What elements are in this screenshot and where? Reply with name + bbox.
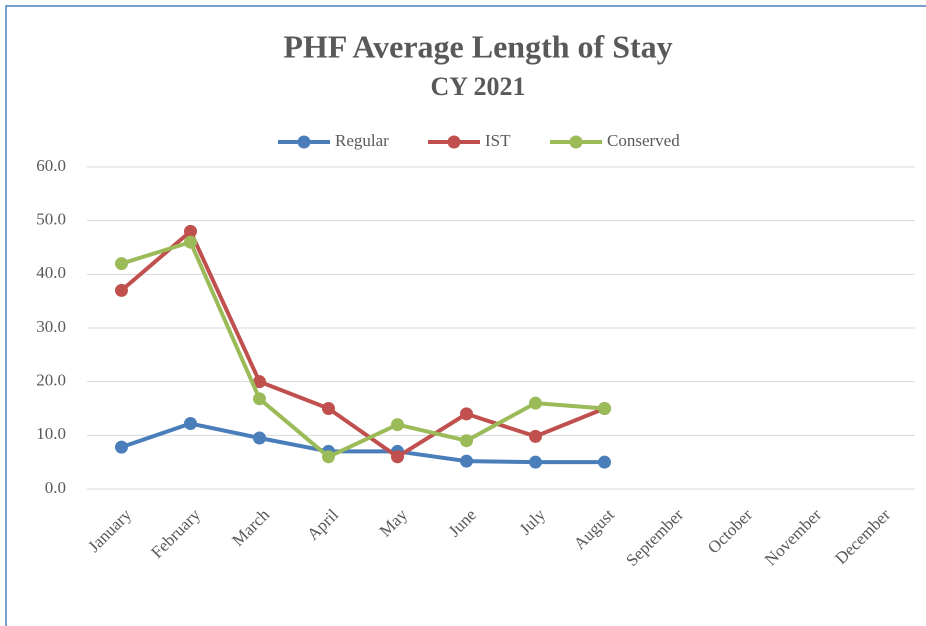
series-marker [253, 375, 266, 389]
y-tick-label: 0.0 [45, 478, 66, 497]
series-marker [598, 455, 611, 469]
series-marker [529, 429, 542, 443]
series-marker [460, 454, 473, 468]
legend-label: IST [485, 131, 511, 150]
series-marker [322, 450, 335, 464]
series-line [120, 421, 605, 465]
x-tick-label: February [147, 505, 204, 562]
y-tick-label: 30.0 [36, 317, 66, 336]
legend-marker [297, 135, 311, 149]
x-tick-label: December [831, 505, 894, 568]
chart-border [5, 5, 926, 626]
y-tick-label: 40.0 [36, 263, 66, 282]
legend-label: Regular [335, 131, 389, 150]
x-tick-label: January [84, 505, 135, 556]
x-tick-label: November [761, 505, 825, 569]
series-marker [253, 431, 266, 445]
x-tick-label: June [445, 505, 480, 540]
y-tick-label: 20.0 [36, 371, 66, 390]
series-marker [598, 402, 611, 415]
series-marker [391, 450, 404, 464]
chart-subtitle: CY 2021 [430, 72, 525, 101]
series-line [120, 229, 606, 459]
x-tick-label: March [228, 505, 273, 550]
x-tick-label: September [622, 505, 687, 570]
series-marker [115, 283, 128, 297]
series-marker [184, 235, 197, 249]
series-marker [115, 440, 128, 454]
y-tick-label: 60.0 [36, 156, 66, 175]
series-marker [529, 396, 542, 410]
series-marker [184, 224, 197, 238]
y-tick-label: 50.0 [36, 210, 66, 229]
series-marker [529, 455, 542, 469]
chart-title: PHF Average Length of Stay [283, 28, 672, 64]
legend-marker [569, 135, 583, 149]
x-tick-label: July [516, 505, 550, 539]
legend-marker [447, 135, 461, 149]
series-marker [253, 392, 266, 406]
series-marker [322, 402, 335, 415]
series-marker [184, 417, 197, 431]
series-marker [391, 418, 404, 432]
series-line [120, 240, 605, 459]
series-marker [460, 434, 473, 448]
series-marker [460, 407, 473, 421]
x-tick-label: October [704, 505, 756, 557]
y-tick-label: 10.0 [36, 424, 66, 443]
x-tick-label: August [570, 505, 618, 553]
legend-label: Conserved [607, 131, 680, 150]
series-marker [115, 257, 128, 271]
x-tick-label: May [376, 505, 412, 541]
x-tick-label: April [303, 505, 342, 544]
